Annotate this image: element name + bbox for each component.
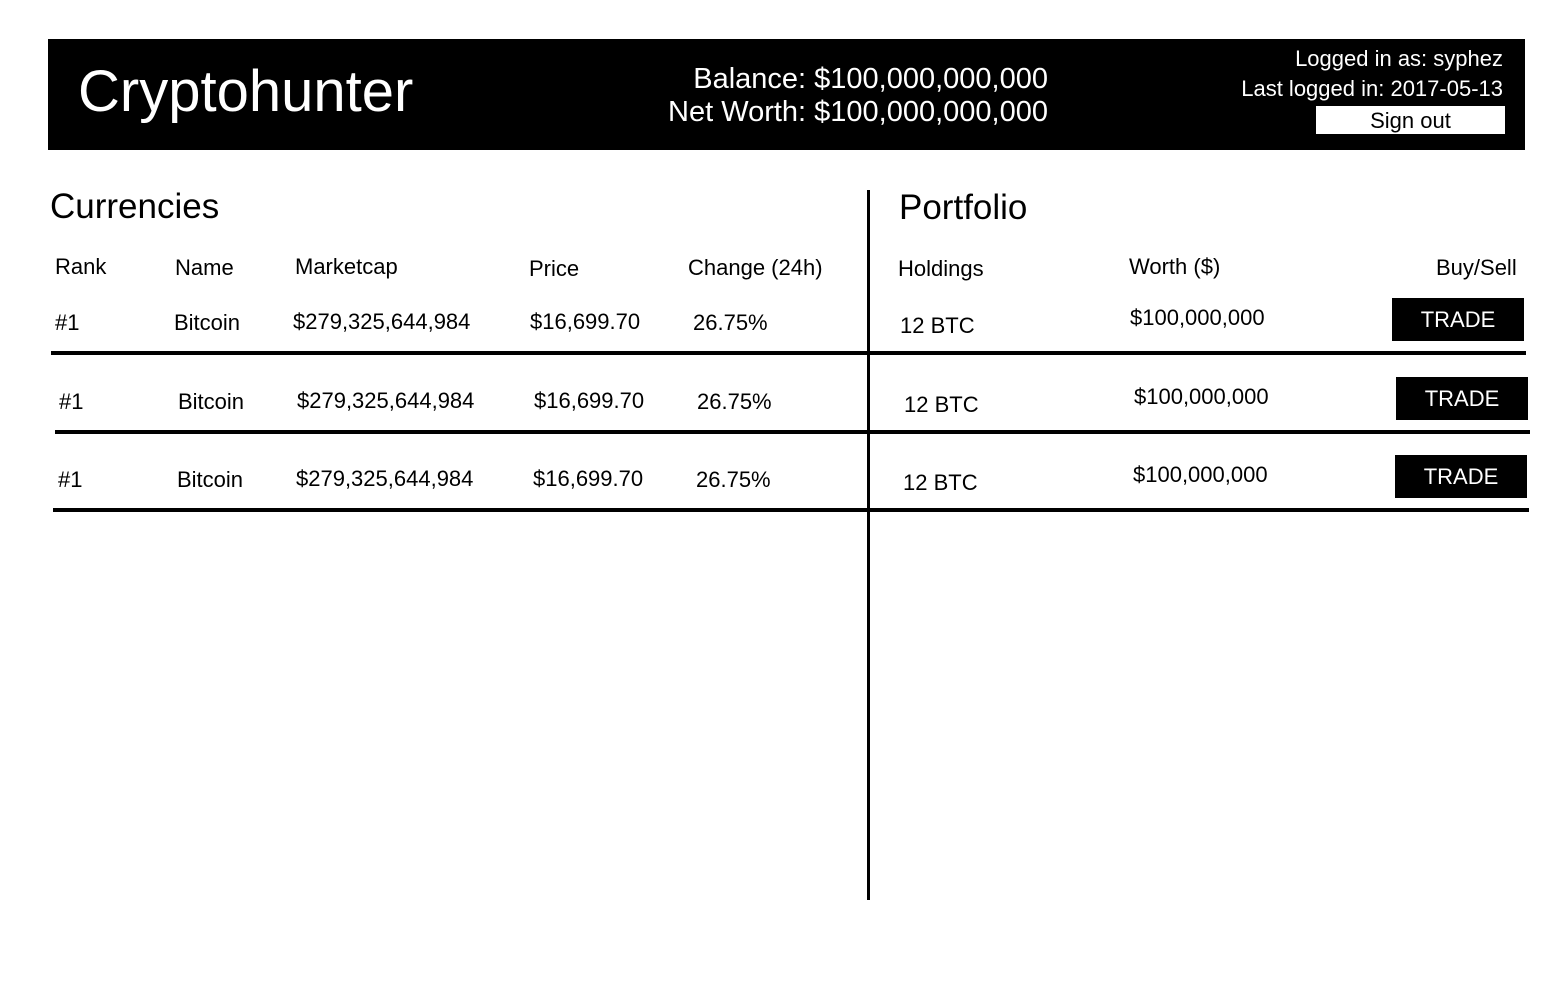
currency-rank: #1 <box>59 389 84 414</box>
column-header-buy-sell: Buy/Sell <box>1436 255 1517 280</box>
currency-marketcap: $279,325,644,984 <box>296 466 474 491</box>
last-logged-in-text: Last logged in: 2017-05-13 <box>1241 76 1503 101</box>
trade-button[interactable]: TRADE <box>1395 455 1527 498</box>
row-divider <box>51 351 1526 355</box>
logged-in-as-text: Logged in as: syphez <box>1295 46 1503 71</box>
currency-name: Bitcoin <box>177 467 244 492</box>
currencies-title: Currencies <box>50 187 220 226</box>
app-title: Cryptohunter <box>78 59 414 124</box>
column-header-name: Name <box>175 255 234 280</box>
column-header-marketcap: Marketcap <box>295 254 398 279</box>
portfolio-holdings: 12 BTC <box>900 313 975 338</box>
column-header-holdings: Holdings <box>898 256 984 281</box>
column-header-change: Change (24h) <box>688 255 823 280</box>
currency-name: Bitcoin <box>174 310 241 335</box>
account-info: Logged in as: syphez Last logged in: 201… <box>1241 44 1503 104</box>
net-worth-text: Net Worth: $100,000,000,000 <box>668 96 1048 128</box>
currency-marketcap: $279,325,644,984 <box>297 388 475 413</box>
sign-out-button[interactable]: Sign out <box>1316 106 1505 134</box>
currency-change: 26.75% <box>697 389 772 414</box>
currency-price: $16,699.70 <box>530 309 641 334</box>
portfolio-title: Portfolio <box>899 188 1028 227</box>
currency-change: 26.75% <box>696 467 771 492</box>
balance-text: Balance: $100,000,000,000 <box>693 63 1048 95</box>
account-balances: Balance: $100,000,000,000 Net Worth: $10… <box>668 63 1048 129</box>
portfolio-worth: $100,000,000 <box>1130 305 1265 330</box>
column-header-worth: Worth ($) <box>1129 254 1221 279</box>
column-header-price: Price <box>529 256 580 281</box>
row-divider <box>53 508 1529 512</box>
column-header-rank: Rank <box>55 254 107 279</box>
trade-button[interactable]: TRADE <box>1392 298 1524 341</box>
portfolio-worth: $100,000,000 <box>1133 462 1268 487</box>
currency-price: $16,699.70 <box>534 388 645 413</box>
currency-change: 26.75% <box>693 310 768 335</box>
portfolio-holdings: 12 BTC <box>904 392 979 417</box>
currency-price: $16,699.70 <box>533 466 644 491</box>
currency-marketcap: $279,325,644,984 <box>293 309 471 334</box>
trade-button[interactable]: TRADE <box>1396 377 1528 420</box>
row-divider <box>55 430 1530 434</box>
currency-rank: #1 <box>58 467 83 492</box>
portfolio-holdings: 12 BTC <box>903 470 978 495</box>
currency-rank: #1 <box>55 310 80 335</box>
section-divider <box>867 190 870 900</box>
currency-name: Bitcoin <box>178 389 245 414</box>
app-header: Cryptohunter Balance: $100,000,000,000 N… <box>48 39 1525 150</box>
portfolio-worth: $100,000,000 <box>1134 384 1269 409</box>
